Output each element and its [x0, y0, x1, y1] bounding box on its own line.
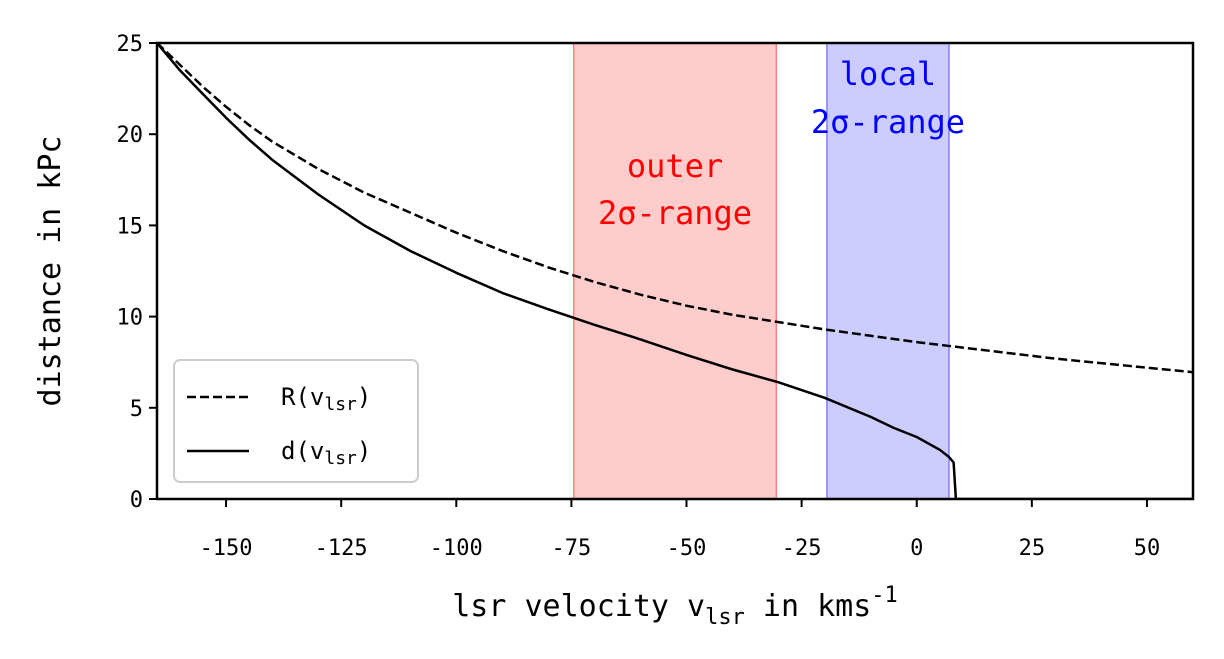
x-tick-label: 0: [910, 536, 923, 561]
y-axis-label: distance in kPc: [33, 136, 68, 407]
x-tick-label: -75: [552, 536, 592, 561]
x-axis-label-suffix: in kms: [745, 589, 871, 624]
x-tick-label: -100: [430, 536, 483, 561]
band-label-local: local 2σ-range: [811, 55, 965, 141]
x-tick-label: 50: [1134, 536, 1161, 561]
y-tick-label: 15: [117, 214, 144, 239]
series-line-1: [157, 43, 1193, 499]
plot-frame: [155, 41, 1195, 501]
x-axis-label-subscript: lsr: [705, 605, 745, 630]
x-axis-label: lsr velocity vlsr in kms-1: [452, 583, 898, 630]
legend: R(vlsr) d(vlsr): [173, 359, 419, 483]
y-tick-label: 20: [117, 123, 144, 148]
y-tick-label: 25: [117, 32, 144, 57]
legend-label-series-0: R(vlsr): [281, 383, 371, 415]
x-axis-label-main: lsr velocity v: [452, 589, 705, 624]
series-line-0: [157, 43, 1193, 374]
x-tick-label: -150: [200, 536, 253, 561]
y-tick-label: 0: [130, 488, 143, 513]
x-tick-label: -125: [315, 536, 368, 561]
band-local: [826, 43, 950, 499]
band-outer: [572, 43, 778, 499]
y-tick-label: 10: [117, 306, 144, 331]
x-axis-label-superscript: -1: [871, 583, 898, 608]
x-tick-label: 25: [1019, 536, 1046, 561]
y-tick-label: 5: [130, 397, 143, 422]
band-label-outer: outer 2σ-range: [598, 147, 752, 232]
x-tick-label: -50: [667, 536, 707, 561]
x-tick-label: -25: [782, 536, 822, 561]
legend-label-series-1: d(vlsr): [281, 437, 371, 469]
